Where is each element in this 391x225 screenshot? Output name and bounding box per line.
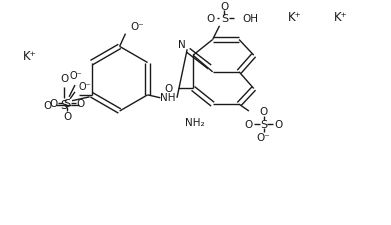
Text: O⁻: O⁻ — [79, 82, 91, 92]
Text: S: S — [64, 98, 71, 108]
Text: O: O — [206, 14, 215, 24]
Text: S: S — [221, 14, 228, 24]
Text: O⁻: O⁻ — [256, 133, 271, 143]
Text: O: O — [43, 100, 52, 110]
Text: O: O — [63, 112, 71, 122]
Text: S: S — [61, 99, 68, 112]
Text: O⁻: O⁻ — [70, 71, 83, 81]
Text: O⁻: O⁻ — [130, 22, 144, 32]
Text: O: O — [274, 119, 282, 129]
Text: K⁺: K⁺ — [288, 11, 302, 24]
Text: K⁺: K⁺ — [23, 50, 37, 63]
Text: K⁺: K⁺ — [334, 11, 348, 24]
Text: O: O — [60, 74, 68, 84]
Text: OH: OH — [242, 14, 258, 24]
Text: NH₂: NH₂ — [185, 117, 205, 127]
Text: O: O — [165, 84, 173, 94]
Text: N: N — [178, 40, 186, 50]
Text: O: O — [77, 98, 85, 108]
Text: O: O — [260, 106, 268, 117]
Text: O: O — [245, 119, 253, 129]
Text: O: O — [220, 2, 228, 12]
Text: O: O — [49, 98, 57, 108]
Text: NH: NH — [160, 92, 176, 102]
Text: S: S — [260, 119, 267, 129]
